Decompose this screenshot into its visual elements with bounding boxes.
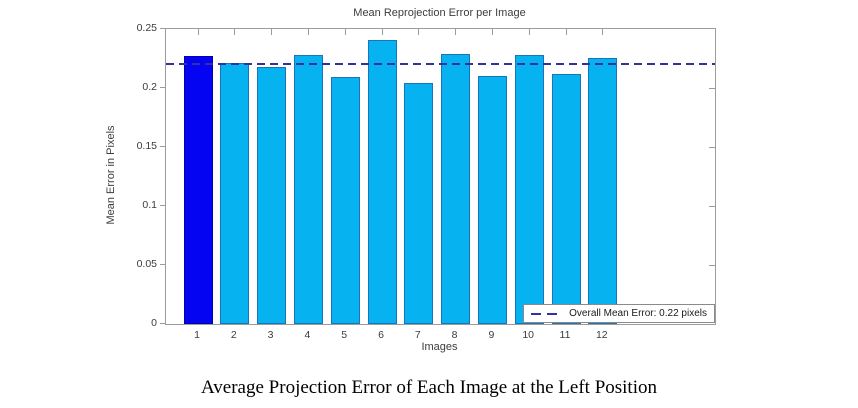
bar-image-7	[404, 83, 434, 324]
overall-mean-reference-line	[166, 63, 715, 66]
x-tick-label-6: 6	[378, 329, 384, 341]
x-tick-mark-top	[418, 29, 420, 35]
x-tick-mark-top	[197, 29, 199, 35]
y-tick-label-0: 0	[151, 317, 157, 329]
plot-area: Overall Mean Error: 0.22 pixels	[165, 28, 716, 325]
bar-image-8	[441, 54, 471, 324]
y-tick-mark-right	[709, 87, 715, 89]
legend-dashed-line-icon	[531, 312, 564, 315]
y-tick-mark-left	[160, 204, 165, 206]
x-tick-mark-top	[234, 29, 236, 35]
x-tick-mark-top	[271, 29, 273, 35]
x-tick-mark-top	[344, 29, 346, 35]
chart-title: Mean Reprojection Error per Image	[353, 7, 526, 19]
y-tick-label-0.1: 0.1	[142, 199, 157, 211]
bar-image-12	[588, 58, 618, 324]
figure-caption: Average Projection Error of Each Image a…	[200, 377, 657, 398]
bar-image-4	[293, 55, 323, 324]
x-tick-mark-top	[307, 29, 309, 35]
bar-image-2	[220, 63, 250, 324]
x-tick-label-11: 11	[559, 329, 571, 341]
x-axis-label: Images	[421, 341, 458, 353]
x-tick-label-3: 3	[267, 329, 274, 341]
y-tick-mark-left	[160, 322, 165, 324]
y-tick-mark-left	[160, 86, 165, 88]
bar-image-11	[551, 74, 581, 324]
y-tick-mark-right	[709, 205, 715, 207]
x-tick-mark-top	[602, 29, 604, 35]
y-tick-mark-left	[160, 27, 165, 29]
x-tick-label-12: 12	[595, 329, 608, 341]
x-tick-label-8: 8	[451, 329, 458, 341]
legend-box: Overall Mean Error: 0.22 pixels	[523, 304, 715, 323]
y-tick-label-0.05: 0.05	[136, 258, 157, 270]
x-tick-label-1: 1	[194, 329, 200, 341]
y-tick-mark-left	[160, 145, 165, 147]
y-tick-label-0.15: 0.15	[136, 140, 157, 152]
y-tick-mark-right	[709, 264, 715, 266]
x-tick-label-9: 9	[488, 329, 495, 341]
y-tick-label-0.2: 0.2	[142, 81, 157, 93]
x-tick-mark-top	[528, 29, 530, 35]
bar-image-9	[477, 76, 507, 324]
x-tick-mark-top	[455, 29, 457, 35]
bar-image-10	[514, 55, 544, 324]
bar-image-6	[367, 40, 397, 324]
x-tick-label-4: 4	[304, 329, 311, 341]
x-tick-label-7: 7	[414, 329, 421, 341]
bar-image-1	[183, 56, 213, 324]
legend-label: Overall Mean Error: 0.22 pixels	[569, 308, 707, 319]
x-tick-label-2: 2	[230, 329, 237, 341]
y-tick-label-0.25: 0.25	[136, 22, 157, 34]
y-tick-mark-left	[160, 263, 165, 265]
x-tick-label-5: 5	[341, 329, 348, 341]
x-tick-mark-top	[565, 29, 567, 35]
bar-image-5	[330, 77, 360, 324]
bar-image-3	[257, 67, 287, 324]
y-tick-mark-right	[709, 146, 715, 148]
x-tick-mark-top	[491, 29, 493, 35]
x-tick-label-10: 10	[522, 329, 535, 341]
x-tick-mark-top	[381, 29, 383, 35]
